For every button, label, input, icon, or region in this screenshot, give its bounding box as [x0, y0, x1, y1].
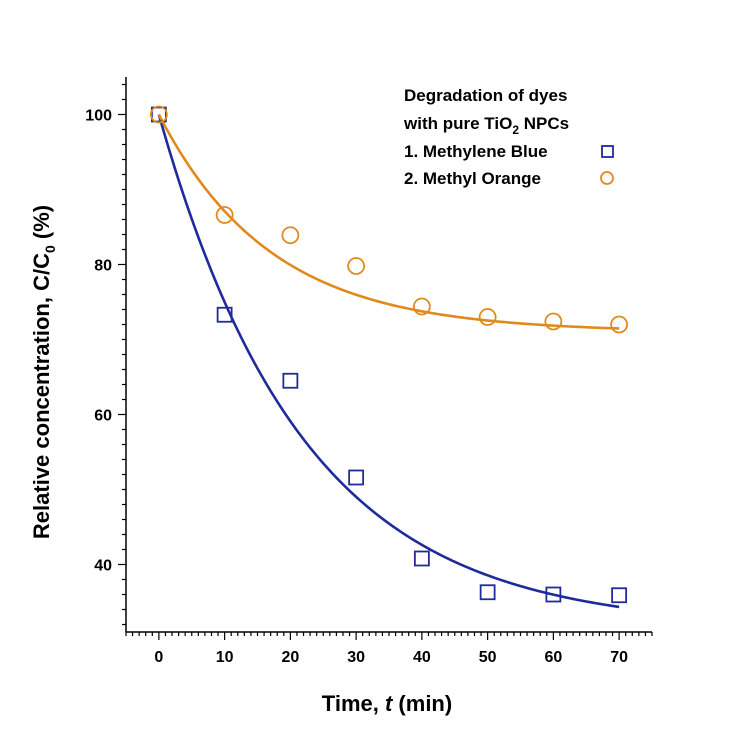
y-axis-ticks: 40 60 80 100 — [85, 83, 126, 626]
x-tick-label: 10 — [216, 649, 234, 666]
data-point-series-2 — [610, 315, 629, 334]
x-tick-label: 60 — [544, 649, 562, 666]
x-tick-label: 0 — [154, 649, 163, 666]
y-axis-title-main: Relative concentration, C/C — [29, 253, 54, 539]
legend-series-1-marker — [601, 145, 614, 158]
x-axis-title-variable: t — [385, 691, 394, 716]
x-tick-label: 40 — [413, 649, 431, 666]
x-axis-title-main: Time, — [322, 691, 385, 716]
x-axis-title-unit: (min) — [392, 691, 452, 716]
legend-title-line2: with pure TiO2 NPCs — [403, 114, 569, 137]
y-tick-label: 100 — [85, 108, 112, 125]
data-point-series-1 — [545, 586, 562, 603]
x-tick-label: 20 — [281, 649, 299, 666]
data-point-series-1 — [348, 469, 365, 486]
y-axis-title-subscript: 0 — [42, 245, 58, 253]
legend-series-2-marker — [600, 171, 614, 185]
data-point-series-1 — [150, 106, 167, 123]
x-tick-label: 70 — [610, 649, 628, 666]
data-point-series-2 — [412, 297, 431, 316]
data-point-series-1 — [282, 372, 299, 389]
x-tick-label: 30 — [347, 649, 365, 666]
data-points — [149, 105, 629, 604]
legend-title-line2-subscript: 2 — [512, 123, 519, 137]
data-point-series-1 — [216, 306, 233, 323]
x-axis-title: Time, t (min) — [322, 691, 452, 716]
legend-series-2-label: 2. Methyl Orange — [404, 169, 541, 188]
x-tick-label: 50 — [479, 649, 497, 666]
y-tick-label: 80 — [94, 258, 112, 275]
fit-curves — [157, 113, 620, 609]
data-point-series-2 — [281, 226, 300, 245]
legend-series-1-label: 1. Methylene Blue — [404, 142, 548, 161]
legend: Degradation of dyes with pure TiO2 NPCs … — [403, 86, 614, 188]
y-tick-label: 40 — [94, 558, 112, 575]
data-point-series-1 — [479, 584, 496, 601]
plot-frame — [125, 77, 652, 633]
y-tick-label: 60 — [94, 408, 112, 425]
data-point-series-2 — [215, 206, 234, 224]
y-axis-title-unit: (%) — [29, 205, 54, 245]
data-point-series-2 — [347, 257, 366, 275]
legend-title-line2-post: NPCs — [519, 114, 569, 133]
data-point-series-2 — [478, 308, 497, 326]
legend-title-line2-pre: with pure TiO — [403, 114, 512, 133]
data-point-series-2 — [149, 105, 168, 124]
data-point-series-1 — [611, 587, 628, 604]
data-point-series-2 — [544, 312, 563, 331]
data-point-series-1 — [413, 550, 430, 567]
fit-curve-series-2 — [157, 113, 620, 330]
legend-title-line1: Degradation of dyes — [404, 86, 567, 105]
fit-curve-series-1 — [157, 114, 620, 609]
x-axis-ticks: 0 10 20 30 40 50 60 70 — [125, 632, 653, 666]
y-axis-title: Relative concentration, C/C0 (%) — [29, 205, 58, 539]
